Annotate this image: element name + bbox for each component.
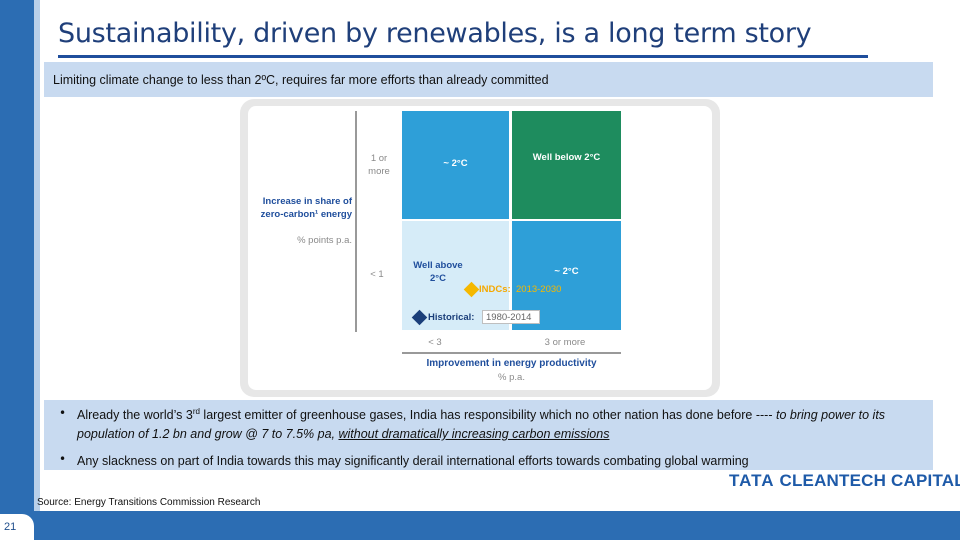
cell-top-left-label: ~ 2°C — [443, 158, 468, 169]
cell-bottom-left-label: Well above 2°C — [413, 260, 463, 284]
title-underline — [58, 55, 868, 58]
slide-number-tab — [0, 514, 34, 540]
footer-bar — [0, 511, 960, 540]
y-tick-top: 1 or more — [368, 153, 390, 177]
cell-bottom-right-label: ~ 2°C — [554, 266, 579, 277]
left-accent-stripe — [34, 0, 40, 540]
bullet-text-2: Any slackness on part of India towards t… — [77, 454, 749, 468]
bullet-1-part-d: without dramatically increasing carbon e… — [338, 427, 610, 441]
historical-years: 1980-2014 — [486, 312, 532, 323]
x-tick-left: < 3 — [428, 337, 442, 348]
historical-years-box — [482, 310, 540, 324]
subtitle-text: Limiting climate change to less than 2ºC… — [53, 73, 549, 87]
x-axis-line — [402, 352, 621, 354]
x-axis-unit: % p.a. — [498, 372, 525, 383]
y-axis-title: Increase in share of zero-carbon¹ energy — [260, 196, 352, 220]
bullet-text-1: Already the world’s 3rd largest emitter … — [77, 406, 927, 444]
bullet-1-part-b: largest emitter of greenhouse gases, Ind… — [199, 408, 776, 422]
company-logo: TATA CLEANTECH CAPITAL — [729, 471, 960, 491]
left-accent-bar — [0, 0, 34, 540]
slide-title: Sustainability, driven by renewables, is… — [58, 18, 812, 49]
logo-brand: TATA — [729, 471, 775, 490]
bullet-marker: • — [59, 406, 67, 420]
historical-label: Historical: — [428, 312, 475, 323]
source-note: Source: Energy Transitions Commission Re… — [37, 497, 261, 508]
indcs-label: INDCs: — [479, 284, 511, 295]
y-axis-unit: % points p.a. — [297, 235, 352, 246]
bullets-panel — [44, 400, 933, 470]
logo-name: CLEANTECH CAPITAL — [779, 471, 960, 490]
y-axis-line — [355, 111, 357, 332]
cell-top-left: ~ 2°C — [402, 111, 509, 219]
subtitle-banner — [44, 62, 933, 97]
indcs-years: 2013-2030 — [516, 284, 562, 295]
slide-number: 21 — [4, 521, 17, 533]
bullet-marker: • — [59, 452, 67, 466]
x-tick-right: 3 or more — [544, 337, 586, 348]
y-tick-bottom: < 1 — [370, 269, 384, 280]
x-axis-title: Improvement in energy productivity — [426, 358, 597, 369]
cell-top-right: Well below 2°C — [512, 111, 621, 219]
bullet-1-part-a: Already the world’s 3 — [77, 408, 193, 422]
cell-top-right-label: Well below 2°C — [532, 152, 601, 163]
bullet-1-part-c: to bring power to its population of 1.2 … — [77, 408, 886, 441]
bullet-1-superscript: rd — [192, 406, 200, 416]
